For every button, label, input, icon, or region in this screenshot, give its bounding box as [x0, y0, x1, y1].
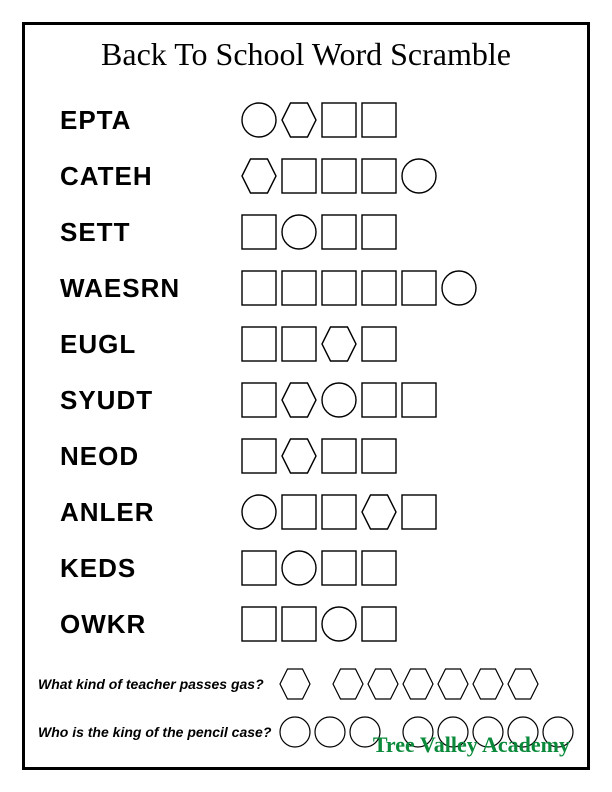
square-icon [360, 157, 398, 195]
circle-icon [280, 549, 318, 587]
square-icon [400, 381, 438, 419]
circle-icon [440, 269, 478, 307]
riddle-question: What kind of teacher passes gas? [38, 676, 278, 692]
hexagon-icon [360, 493, 398, 531]
answer-shapes [240, 437, 398, 475]
square-icon [280, 605, 318, 643]
scramble-word: CATEH [60, 161, 240, 192]
page-title: Back To School Word Scramble [30, 36, 582, 73]
square-icon [400, 269, 438, 307]
square-icon [280, 493, 318, 531]
riddle-row: What kind of teacher passes gas? [38, 667, 582, 701]
scramble-word: SYUDT [60, 385, 240, 416]
scramble-rows: EPTA CATEH SETT WAESRN EUGL SYUDT NEOD ANLER KED… [60, 95, 582, 649]
square-icon [240, 213, 278, 251]
answer-shapes [240, 213, 398, 251]
hexagon-icon [280, 437, 318, 475]
answer-shapes [240, 325, 398, 363]
scramble-row: KEDS [60, 543, 582, 593]
hexagon-icon [280, 101, 318, 139]
scramble-row: NEOD [60, 431, 582, 481]
square-icon [320, 549, 358, 587]
square-icon [320, 101, 358, 139]
worksheet-content: Back To School Word Scramble EPTA CATEH SE… [30, 30, 582, 762]
hexagon-icon [320, 325, 358, 363]
square-icon [360, 549, 398, 587]
scramble-word: KEDS [60, 553, 240, 584]
square-icon [360, 325, 398, 363]
answer-shapes [240, 605, 398, 643]
riddle-answer-shapes [278, 667, 541, 701]
hexagon-icon [331, 667, 365, 701]
footer-brand: Tree Valley Academy [373, 732, 570, 758]
square-icon [240, 605, 278, 643]
square-icon [320, 213, 358, 251]
square-icon [400, 493, 438, 531]
answer-shapes [240, 101, 398, 139]
answer-shapes [240, 493, 438, 531]
square-icon [320, 493, 358, 531]
hexagon-icon [278, 667, 312, 701]
circle-icon [320, 605, 358, 643]
answer-shapes [240, 381, 438, 419]
square-icon [320, 269, 358, 307]
hexagon-icon [280, 381, 318, 419]
square-icon [280, 269, 318, 307]
scramble-row: EPTA [60, 95, 582, 145]
square-icon [360, 101, 398, 139]
hexagon-icon [436, 667, 470, 701]
scramble-row: CATEH [60, 151, 582, 201]
square-icon [360, 213, 398, 251]
scramble-row: SETT [60, 207, 582, 257]
square-icon [240, 549, 278, 587]
square-icon [280, 157, 318, 195]
scramble-word: OWKR [60, 609, 240, 640]
square-icon [360, 437, 398, 475]
square-icon [360, 381, 398, 419]
square-icon [280, 325, 318, 363]
answer-shapes [240, 269, 478, 307]
scramble-word: SETT [60, 217, 240, 248]
scramble-row: ANLER [60, 487, 582, 537]
circle-icon [320, 381, 358, 419]
hexagon-icon [471, 667, 505, 701]
square-icon [360, 605, 398, 643]
answer-shapes [240, 549, 398, 587]
answer-shapes [240, 157, 438, 195]
square-icon [360, 269, 398, 307]
circle-icon [313, 715, 347, 749]
hexagon-icon [366, 667, 400, 701]
square-icon [320, 157, 358, 195]
circle-icon [278, 715, 312, 749]
circle-icon [240, 101, 278, 139]
square-icon [240, 437, 278, 475]
circle-icon [400, 157, 438, 195]
hexagon-icon [401, 667, 435, 701]
scramble-word: NEOD [60, 441, 240, 472]
scramble-word: WAESRN [60, 273, 240, 304]
square-icon [240, 269, 278, 307]
circle-icon [240, 493, 278, 531]
scramble-word: EPTA [60, 105, 240, 136]
hexagon-icon [240, 157, 278, 195]
scramble-row: SYUDT [60, 375, 582, 425]
square-icon [240, 325, 278, 363]
square-icon [240, 381, 278, 419]
circle-icon [280, 213, 318, 251]
square-icon [320, 437, 358, 475]
scramble-row: WAESRN [60, 263, 582, 313]
scramble-row: OWKR [60, 599, 582, 649]
hexagon-icon [506, 667, 540, 701]
scramble-word: ANLER [60, 497, 240, 528]
scramble-word: EUGL [60, 329, 240, 360]
scramble-row: EUGL [60, 319, 582, 369]
riddle-question: Who is the king of the pencil case? [38, 724, 278, 740]
